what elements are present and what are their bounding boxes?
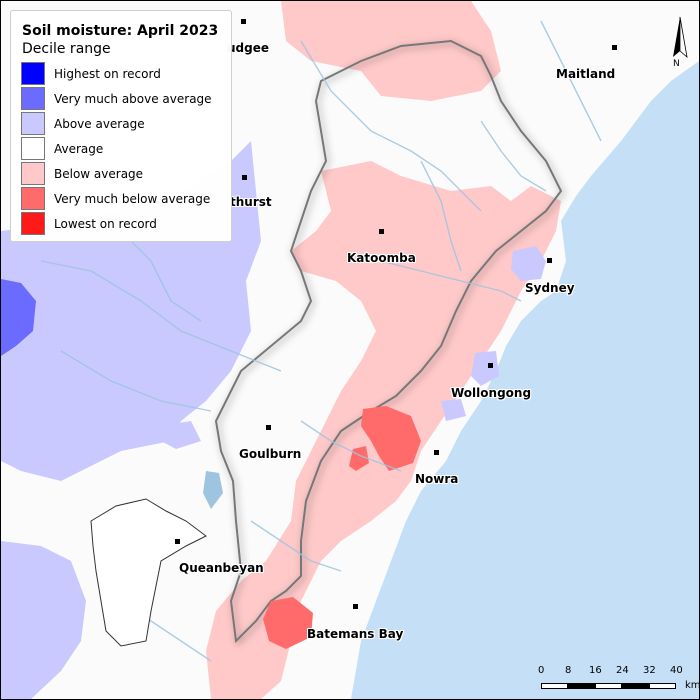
legend-swatch [21,187,45,210]
legend-label: Below average [54,167,144,181]
scale-tick-label: 0 [538,665,545,676]
very-much-above-average-region [1,279,36,356]
town-label-goulburn: Goulburn [239,447,302,461]
north-arrow-icon [673,16,688,59]
town-dot-wollongong [488,363,493,368]
catchment-outline [214,39,563,644]
town-label-wollongong: Wollongong [451,386,532,400]
very-much-below-average-region-nowra [361,406,421,471]
above-average-spot-wollongong [471,351,499,386]
above-average-region-southwest [1,541,86,699]
town-label-nowra: Nowra [415,472,459,486]
scale-segment [541,683,568,689]
legend-item: Below average [21,162,226,187]
legend-item: Very much below average [21,187,226,212]
legend-item: Very much above average [21,87,226,112]
legend-item: Above average [21,112,226,137]
legend-item: Highest on record [21,62,226,87]
town-label-queanbeyan: Queanbeyan [179,561,264,575]
scale-bar: 0 8 16 24 32 40 km [538,665,700,695]
above-average-spot-sydney [511,246,546,281]
legend-label: Lowest on record [54,217,157,231]
legend-swatch [21,137,45,160]
town-label-katoomba: Katoomba [347,251,416,265]
legend-title: Soil moisture: April 2023 [22,23,219,39]
scale-segment [568,683,595,689]
north-label: N [673,59,680,69]
town-label-maitland: Maitland [556,67,616,81]
legend-label: Above average [54,117,145,131]
scale-unit: km [685,680,700,691]
town-dot-maitland [612,45,617,50]
act-boundary [90,498,207,647]
ocean [351,61,699,699]
scale-segment [649,683,676,689]
town-dot-queanbeyan [175,539,180,544]
legend-swatch [21,212,45,235]
legend-label: Highest on record [54,67,161,81]
scale-segment [595,683,622,689]
town-label-sydney: Sydney [525,281,575,295]
town-label-mudgee: udgee [227,41,269,55]
town-dot-batemans-bay [353,604,358,609]
town-dot-goulburn [266,425,271,430]
below-average-region-north [281,1,501,101]
scale-tick-label: 16 [589,665,602,676]
town-dot-mudgee [241,19,246,24]
legend-label: Very much below average [54,192,211,206]
scale-segment [622,683,649,689]
legend-swatch [21,112,45,135]
scale-tick-label: 24 [616,665,629,676]
legend-item: Average [21,137,226,162]
legend-label: Average [54,142,104,156]
map-legend: Soil moisture: April 2023 Decile range H… [10,10,232,242]
above-average-region-small [161,421,201,449]
scale-tick-label: 32 [643,665,656,676]
legend-subtitle: Decile range [22,41,111,57]
above-average-spot-nowra [441,399,466,421]
town-dot-bathurst [242,175,247,180]
legend-swatch [21,62,45,85]
town-dot-katoomba [379,229,384,234]
legend-swatch [21,162,45,185]
scale-tick-label: 8 [565,665,572,676]
legend-item: Lowest on record [21,212,226,237]
legend-label: Very much above average [54,92,212,106]
town-dot-nowra [434,450,439,455]
legend-swatch [21,87,45,110]
town-dot-sydney [547,258,552,263]
town-label-bathurst: thurst [230,195,272,209]
very-much-below-average-region-batemans [263,597,313,649]
scale-tick-label: 40 [670,665,683,676]
town-label-batemans-bay: Batemans Bay [307,627,404,641]
lake-blue [203,471,223,509]
